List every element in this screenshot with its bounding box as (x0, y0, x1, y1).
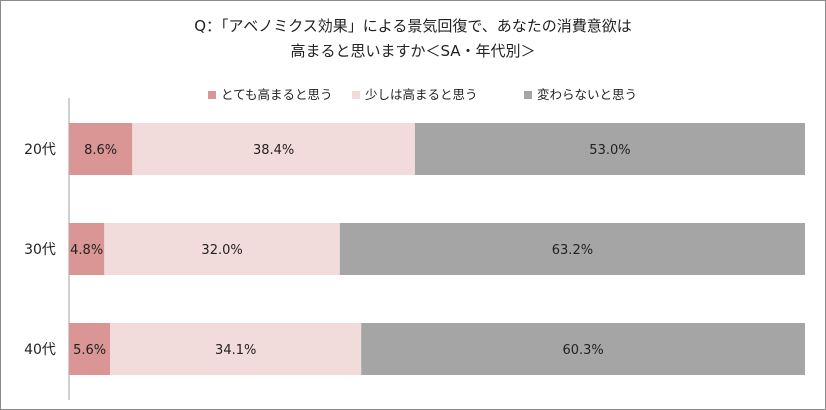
bar-1-series-2 (132, 123, 415, 175)
legend-label-2: 少しは高まると思う (365, 87, 478, 102)
category-labels: 20代 30代 40代 (24, 142, 56, 358)
bar-3-series-2 (110, 323, 362, 375)
bar-1-series-3 (414, 123, 805, 175)
chart-title-line-2: 高まると思いますか＜SA・年代別＞ (290, 42, 536, 60)
data-label-1-1: 8.6% (84, 143, 117, 158)
legend-swatch-1 (208, 91, 216, 99)
legend-swatch-2 (352, 91, 360, 99)
chart-title-line-1: Q：「アベノミクス効果」による景気回復で、あなたの消費意欲は (194, 17, 632, 35)
bar-3-series-3 (361, 323, 805, 375)
bar-2-series-3 (339, 223, 805, 275)
legend: とても高まると思う 少しは高まると思う 変わらないと思う (208, 87, 637, 102)
bars: 8.6% 38.4% 53.0% 4.8% 32.0% 63.2% 5.6% 34.1% 60.… (69, 123, 805, 375)
bar-3-series-1 (69, 323, 111, 375)
category-label-2: 30代 (24, 242, 56, 258)
bar-2-series-2 (104, 223, 340, 275)
data-label-1-2: 38.4% (253, 143, 294, 158)
legend-swatch-3 (524, 91, 532, 99)
legend-label-3: 変わらないと思う (537, 87, 637, 102)
data-label-2-2: 32.0% (201, 243, 242, 258)
category-label-1: 20代 (24, 142, 56, 158)
chart-title: Q：「アベノミクス効果」による景気回復で、あなたの消費意欲は 高まると思いますか… (0, 14, 826, 64)
data-label-1-3: 53.0% (589, 143, 630, 158)
data-label-3-1: 5.6% (73, 343, 106, 358)
bar-1-series-1 (69, 123, 133, 175)
data-label-3-2: 34.1% (215, 343, 256, 358)
data-label-3-3: 60.3% (562, 343, 603, 358)
category-label-3: 40代 (24, 342, 56, 358)
data-label-2-1: 4.8% (70, 243, 103, 258)
bar-2-series-1 (69, 223, 105, 275)
legend-label-1: とても高まると思う (221, 87, 333, 102)
data-label-2-3: 63.2% (552, 243, 593, 258)
